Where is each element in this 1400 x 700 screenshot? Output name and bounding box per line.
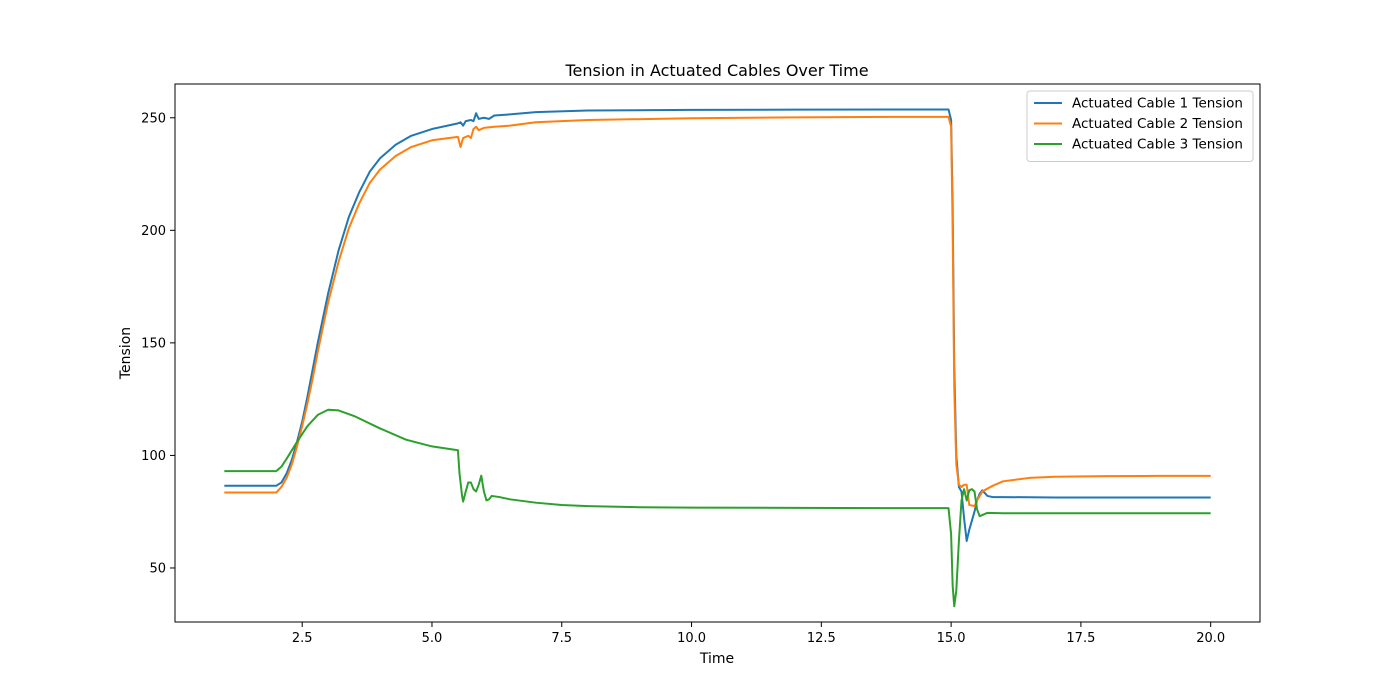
chart-title: Tension in Actuated Cables Over Time	[564, 61, 868, 80]
x-tick-label: 12.5	[807, 631, 836, 646]
series-line-cable-1	[224, 108, 1211, 542]
x-tick-label: 15.0	[937, 631, 966, 646]
y-tick-label: 200	[141, 224, 166, 239]
x-tick-label: 7.5	[551, 631, 572, 646]
x-axis: 2.5 5.0 7.5 10.0 12.5 15.0 17.5 20.0	[292, 622, 1225, 646]
y-axis-label: Tension	[118, 327, 134, 380]
x-tick-label: 2.5	[292, 631, 313, 646]
y-tick-label: 100	[141, 449, 166, 464]
y-tick-label: 50	[149, 561, 166, 576]
y-tick-label: 150	[141, 336, 166, 351]
x-tick-label: 10.0	[677, 631, 706, 646]
x-tick-label: 20.0	[1196, 631, 1225, 646]
x-axis-label: Time	[699, 651, 734, 667]
series-line-cable-2	[224, 115, 1211, 508]
x-tick-label: 17.5	[1066, 631, 1095, 646]
y-tick-label: 250	[141, 111, 166, 126]
x-tick-label: 5.0	[422, 631, 443, 646]
plot-lines	[224, 108, 1211, 608]
y-axis: 50 100 150 200 250	[141, 111, 175, 576]
legend-entry: Actuated Cable 1 Tension	[1072, 96, 1243, 112]
plot-frame	[174, 83, 1261, 623]
legend-entry: Actuated Cable 3 Tension	[1072, 137, 1243, 153]
legend: Actuated Cable 1 Tension Actuated Cable 2…	[1026, 90, 1254, 162]
legend-box	[1026, 90, 1254, 162]
series-line-cable-3	[224, 408, 1211, 608]
legend-entry: Actuated Cable 2 Tension	[1072, 116, 1243, 132]
